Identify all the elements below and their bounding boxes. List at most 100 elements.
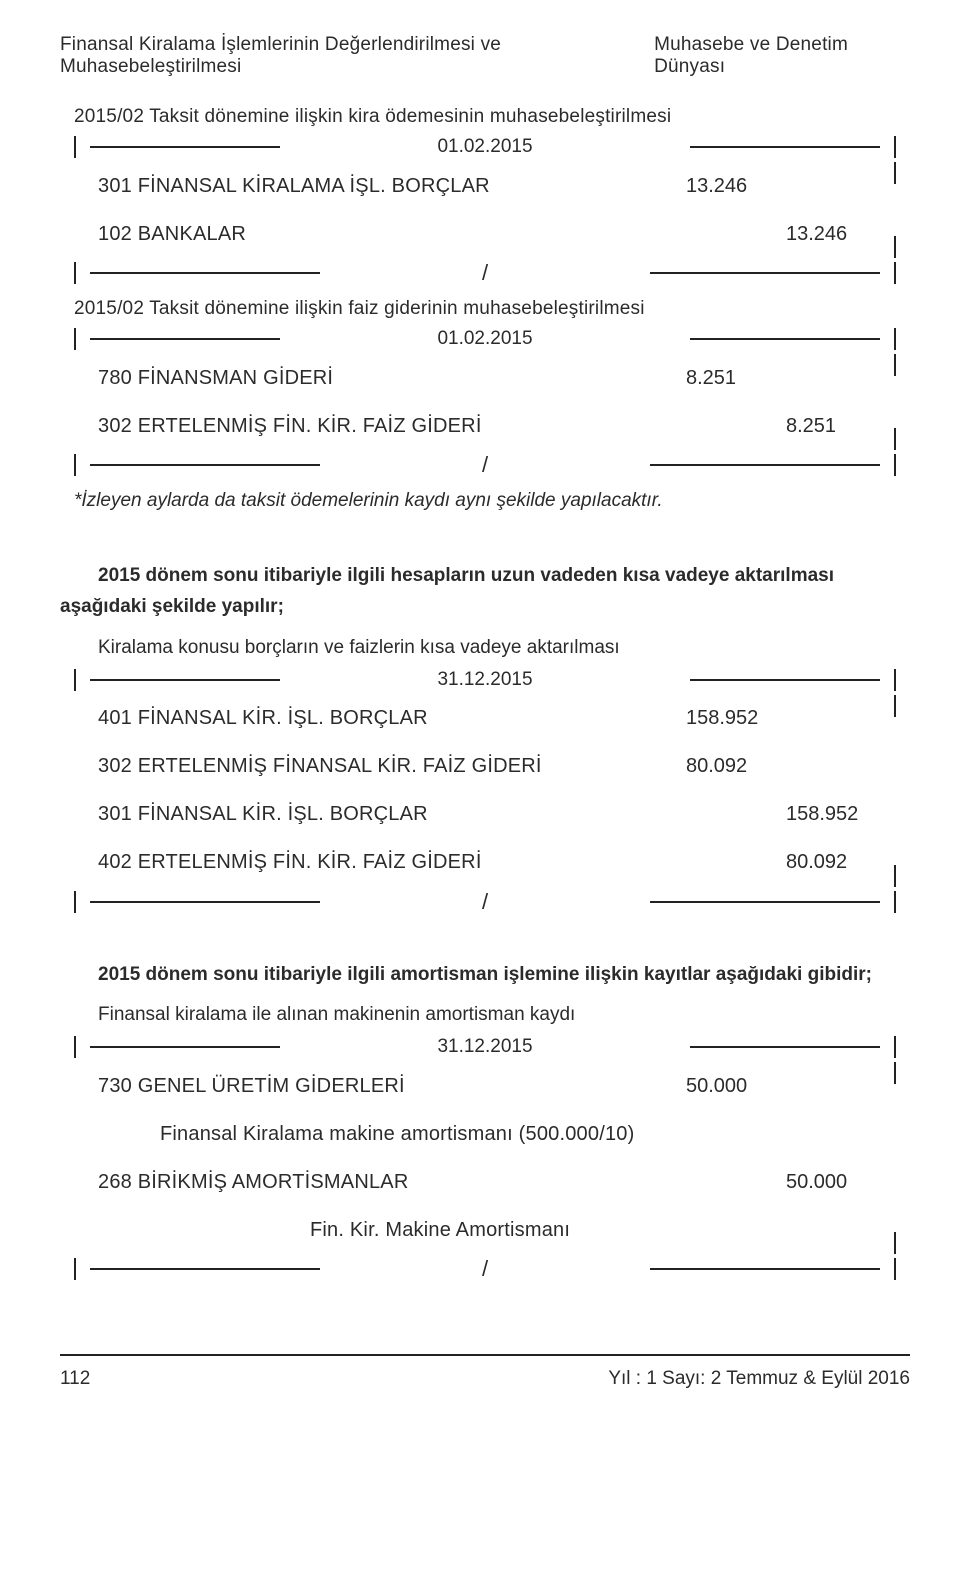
entry3-debit2-amount: 80.092 [680,755,780,778]
rule-stub [880,1032,910,1062]
entry3-debit1-label: 401 FİNANSAL KİR. İŞL. BORÇLAR [90,707,680,730]
entry4-close-row: / [60,1254,910,1284]
rule-stub [880,1158,910,1206]
rule-stub [880,1206,910,1254]
entry3-debit1-amount: 158.952 [680,707,780,730]
section2-sub: Kiralama konusu borçların ve faizlerin k… [98,637,910,659]
entry3-debit2-label: 302 ERTELENMİŞ FİNANSAL KİR. FAİZ GİDERİ [90,755,680,778]
rule-stub [60,665,90,695]
rule-line [90,338,280,340]
entry2-credit-amount: 8.251 [780,415,880,438]
footer-rule [60,1354,910,1356]
page-footer: 112 Yıl : 1 Sayı: 2 Temmuz & Eylül 2016 [60,1368,910,1390]
entry4-credit-amount: 50.000 [780,1171,880,1194]
rule-stub [60,210,90,258]
note-1: *İzleyen aylarda da taksit ödemelerinin … [74,490,910,512]
block1-intro: 2015/02 Taksit dönemine ilişkin kira öde… [74,106,910,128]
entry2-date-row: 01.02.2015 [60,324,910,354]
rule-line [690,146,880,148]
entry2-debit-row: 780 FİNANSMAN GİDERİ 8.251 [60,354,910,402]
entry3-debit2-row: 302 ERTELENMİŞ FİNANSAL KİR. FAİZ GİDERİ… [60,743,910,791]
entry3-credit1-row: 301 FİNANSAL KİR. İŞL. BORÇLAR 158.952 [60,791,910,839]
rule-stub [880,1110,910,1158]
entry1-debit-amount: 13.246 [680,175,780,198]
page-number: 112 [60,1368,90,1390]
rule-stub [60,791,90,839]
entry2-credit-label: 302 ERTELENMİŞ FİN. KİR. FAİZ GİDERİ [90,415,680,438]
rule-stub [880,450,910,480]
journal-entry-2: 01.02.2015 780 FİNANSMAN GİDERİ 8.251 30… [60,324,910,480]
rule-stub [60,1158,90,1206]
rule-stub [60,162,90,210]
entry2-credit-row: 302 ERTELENMİŞ FİN. KİR. FAİZ GİDERİ 8.2… [60,402,910,450]
entry1-credit-label: 102 BANKALAR [90,223,680,246]
entry4-credit-note-row: Fin. Kir. Makine Amortismanı [60,1206,910,1254]
rule-stub [60,132,90,162]
rule-line [650,901,880,903]
rule-stub [60,450,90,480]
rule-stub [60,324,90,354]
rule-stub [60,354,90,402]
slash: / [320,452,650,478]
entry3-credit2-row: 402 ERTELENMİŞ FİN. KİR. FAİZ GİDERİ 80.… [60,839,910,887]
section3-heading: 2015 dönem sonu itibariyle ilgili amorti… [60,959,910,990]
rule-line [650,272,880,274]
rule-stub [60,258,90,288]
rule-stub [60,1062,90,1110]
entry1-debit-row: 301 FİNANSAL KİRALAMA İŞL. BORÇLAR 13.24… [60,162,910,210]
section3-sub: Finansal kiralama ile alınan makinenin a… [98,1004,910,1026]
rule-stub [880,839,910,887]
rule-stub [60,1110,90,1158]
entry3-credit2-label: 402 ERTELENMİŞ FİN. KİR. FAİZ GİDERİ [90,851,680,874]
journal-entry-1: 01.02.2015 301 FİNANSAL KİRALAMA İŞL. BO… [60,132,910,288]
rule-stub [880,743,910,791]
rule-line [90,1268,320,1270]
rule-stub [880,132,910,162]
entry2-close-row: / [60,450,910,480]
slash: / [320,260,650,286]
rule-stub [880,162,910,210]
rule-stub [880,210,910,258]
rule-line [690,1046,880,1048]
entry4-subacct-row: Finansal Kiralama makine amortismanı (50… [60,1110,910,1158]
rule-line [90,146,280,148]
rule-stub [880,258,910,288]
rule-line [690,338,880,340]
page-header: Finansal Kiralama İşlemlerinin Değerlend… [60,34,910,78]
footer-right: Yıl : 1 Sayı: 2 Temmuz & Eylül 2016 [608,1368,910,1390]
entry4-debit-amount: 50.000 [680,1075,780,1098]
rule-stub [60,887,90,917]
journal-entry-3: 31.12.2015 401 FİNANSAL KİR. İŞL. BORÇLA… [60,665,910,917]
entry1-date-row: 01.02.2015 [60,132,910,162]
entry1-close-row: / [60,258,910,288]
section2-heading: 2015 dönem sonu itibariyle ilgili hesapl… [60,560,910,623]
rule-stub [880,695,910,743]
entry3-credit1-label: 301 FİNANSAL KİR. İŞL. BORÇLAR [90,803,680,826]
entry4-subacct: Finansal Kiralama makine amortismanı (50… [90,1123,680,1146]
rule-stub [880,324,910,354]
rule-stub [880,791,910,839]
entry1-credit-row: 102 BANKALAR 13.246 [60,210,910,258]
rule-stub [880,665,910,695]
slash: / [320,1256,650,1282]
entry4-date: 31.12.2015 [280,1036,690,1058]
entry3-date-row: 31.12.2015 [60,665,910,695]
rule-line [650,464,880,466]
entry3-credit2-amount: 80.092 [780,851,880,874]
entry4-credit-note: Fin. Kir. Makine Amortismanı [90,1219,680,1242]
rule-stub [880,1062,910,1110]
rule-stub [880,354,910,402]
rule-stub [60,1032,90,1062]
rule-line [90,464,320,466]
rule-stub [60,839,90,887]
entry1-date: 01.02.2015 [280,136,690,158]
entry2-date: 01.02.2015 [280,328,690,350]
rule-line [90,679,280,681]
header-left: Finansal Kiralama İşlemlerinin Değerlend… [60,34,654,78]
block2-intro: 2015/02 Taksit dönemine ilişkin faiz gid… [74,298,910,320]
entry2-debit-amount: 8.251 [680,367,780,390]
entry4-debit-label: 730 GENEL ÜRETİM GİDERLERİ [90,1075,680,1098]
rule-stub [880,887,910,917]
rule-line [90,901,320,903]
entry4-date-row: 31.12.2015 [60,1032,910,1062]
